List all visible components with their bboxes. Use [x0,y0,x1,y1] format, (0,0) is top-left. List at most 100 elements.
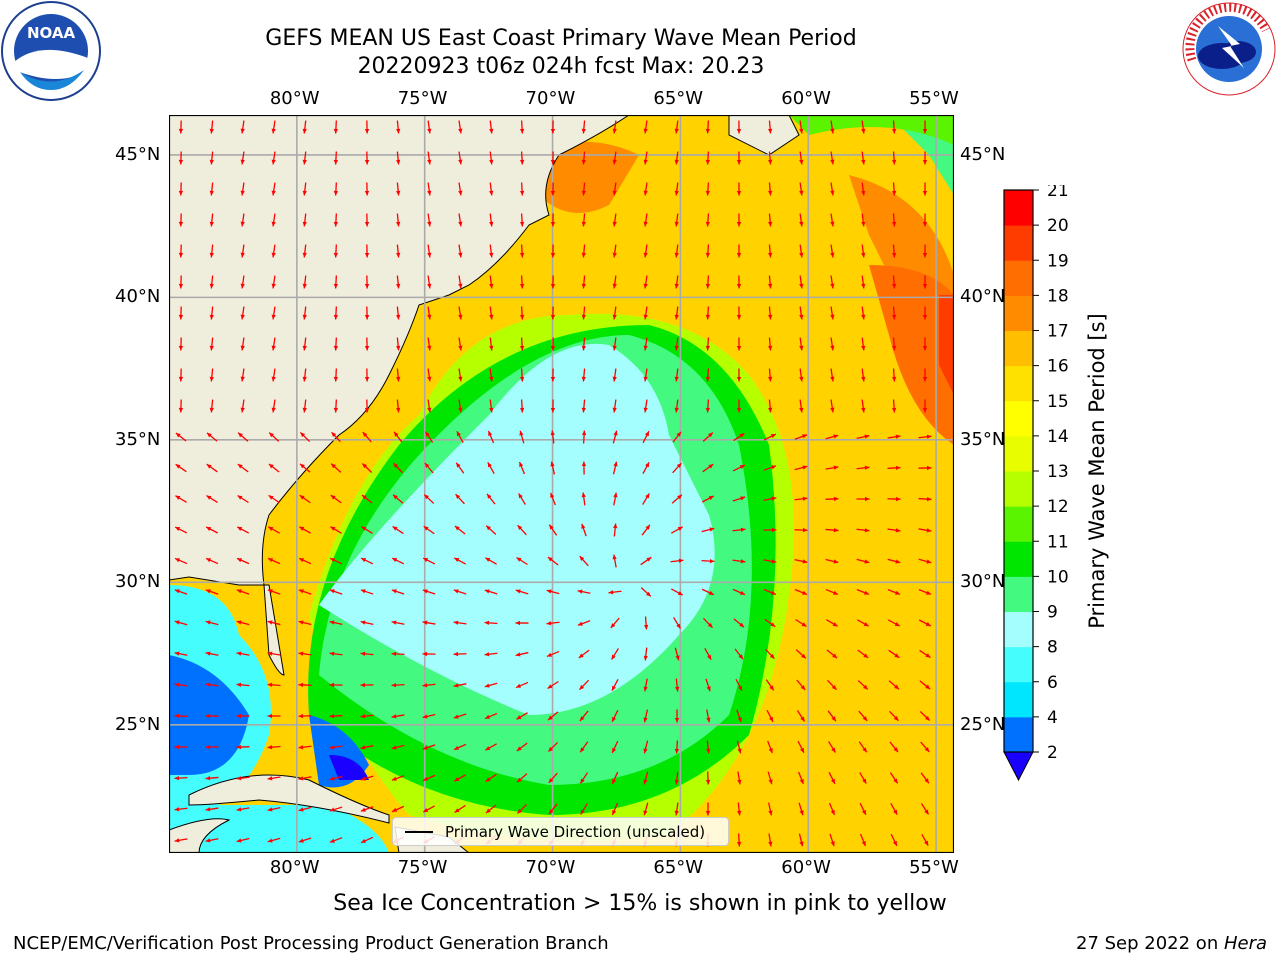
wave-arrow [826,619,838,627]
wave-arrow [518,493,526,505]
wave-arrow [422,805,436,813]
wave-arrow [209,182,214,196]
colorbar-segment [1004,225,1033,261]
colorbar-segment [1004,471,1033,507]
wave-arrow [489,337,494,351]
wave-arrow [487,462,495,474]
wave-arrow [670,526,684,534]
wave-arrow [364,182,370,196]
wave-arrow [640,556,652,566]
wave-arrow [891,244,897,258]
wave-arrow [891,399,897,413]
wave-arrow [364,337,370,351]
wave-arrow [887,528,901,533]
wave-arrow [640,587,652,597]
wave-arrow [922,120,928,134]
wave-arrow [454,525,466,535]
wave-arrow [702,432,714,442]
wave-arrow [706,740,711,754]
wave-arrow [799,213,804,227]
wave-arrow [205,713,219,719]
wave-arrow [550,368,556,382]
wave-arrow [825,558,839,564]
wave-arrow [453,713,467,719]
wave-arrow [364,275,370,289]
lon-tick-bottom: 65°W [653,857,704,878]
wave-arrow [333,244,339,258]
colorbar-tick-label: 8 [1047,638,1058,658]
wave-arrow [298,651,312,656]
wave-arrow [267,651,281,656]
wave-arrow [455,493,465,505]
wave-arrow [920,803,930,815]
wave-arrow [579,772,589,784]
wave-arrow [423,494,435,504]
wave-arrow [391,682,405,688]
wave-arrow [612,182,617,196]
wave-arrow [830,151,835,165]
wave-arrow [205,775,219,781]
wave-arrow [856,496,870,502]
wave-arrow [612,368,617,382]
wave-arrow [174,713,188,719]
wave-arrow [702,617,714,629]
wave-arrow [856,588,870,596]
wave-arrow [581,244,586,258]
wave-arrow [550,492,556,506]
wave-arrow [209,275,214,289]
wave-arrow [919,649,931,659]
wave-arrow [298,620,312,626]
wave-arrow [767,213,773,227]
wave-arrow [422,713,436,719]
wave-arrow [674,213,679,227]
wave-arrow [489,306,494,320]
wave-arrow [767,306,773,320]
colorbar-extend-triangle [1003,751,1034,782]
wave-arrow [391,589,405,595]
wave-arrow [674,151,679,165]
wave-arrow [891,182,897,196]
wave-arrow [732,527,746,532]
wave-arrow [642,461,650,475]
wave-arrow [768,833,773,847]
lon-tick-bottom: 55°W [909,857,959,878]
wave-arrow [732,464,746,472]
wave-arrow [240,213,245,227]
wave-arrow [674,306,679,320]
wave-arrow [237,463,249,473]
wave-arrow [333,213,339,227]
lat-tick-left: 30°N [115,571,161,593]
wave-arrow [830,244,835,258]
wave-arrow [396,306,401,320]
wave-arrow [922,213,928,227]
wave-arrow [920,741,930,753]
wave-arrow [484,712,498,720]
wave-arrow [735,678,743,692]
wave-arrow [364,213,370,227]
wave-arrow [861,182,866,196]
wave-arrow [391,775,405,781]
wave-arrow [174,744,188,750]
colorbar-tick-label: 14 [1047,427,1069,447]
wave-arrow [922,306,928,320]
wave-arrow [329,557,343,565]
wave-arrow [674,275,679,289]
wave-arrow [391,805,405,813]
wave-arrow [794,588,808,596]
wave-arrow [205,589,219,595]
wave-arrow [427,151,432,165]
chart-subtitle: 20220923 t06z 024h fcst Max: 20.23 [357,54,765,79]
wave-arrow [209,399,214,413]
wave-arrow [643,120,648,134]
wave-arrow [458,244,463,258]
wave-arrow [236,837,250,843]
wave-arrow [396,399,401,413]
wave-arrow [458,306,463,320]
wave-arrow [360,557,374,565]
wave-arrow [329,837,343,843]
wave-arrow [550,461,556,475]
wave-arrow [861,151,866,165]
wave-arrow [736,337,742,351]
legend-line-swatch [405,831,433,833]
wave-arrow [612,275,617,289]
